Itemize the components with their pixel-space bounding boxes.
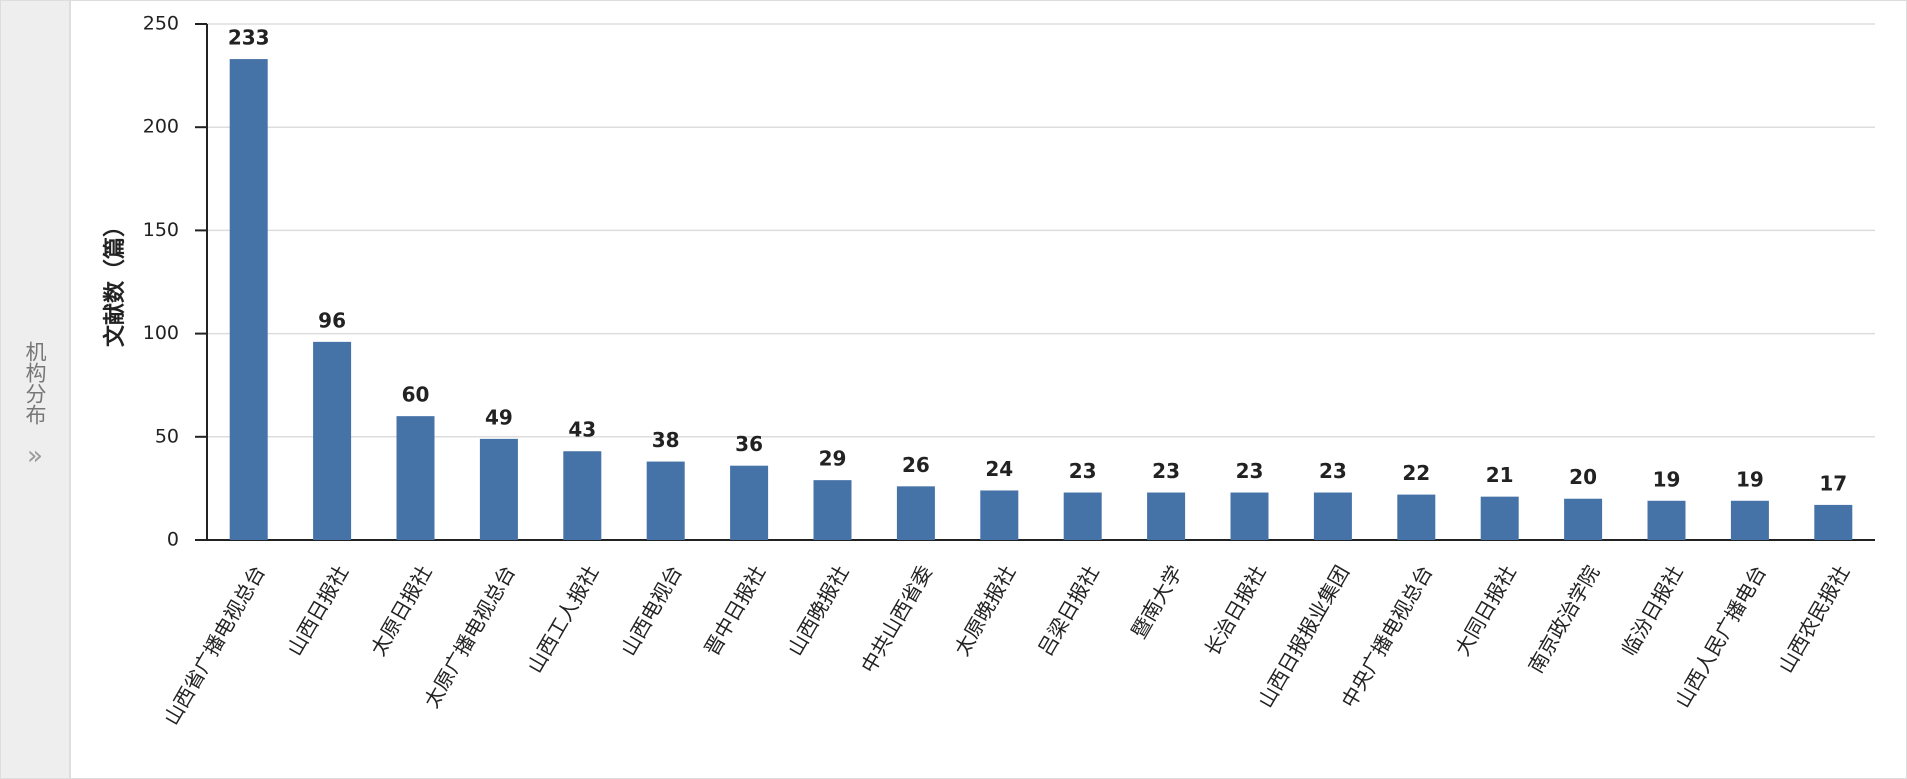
x-tick-label: 中央广播电视总台 (1337, 561, 1438, 712)
data-label: 233 (228, 26, 270, 50)
data-label: 19 (1736, 467, 1764, 491)
x-tick-label: 山西日报社 (282, 561, 353, 660)
y-tick-label: 250 (143, 13, 179, 35)
data-label: 38 (652, 428, 680, 452)
bar (1397, 494, 1436, 540)
bar (980, 490, 1019, 540)
x-tick-label: 大同日报社 (1450, 561, 1521, 660)
sidebar[interactable]: 机构分布 » (1, 1, 71, 778)
data-label: 43 (568, 418, 596, 442)
x-tick-label: 山西电视台 (616, 561, 687, 660)
y-tick-label: 100 (143, 322, 179, 344)
y-tick-label: 50 (155, 425, 179, 447)
x-tick-label: 晋中日报社 (699, 561, 770, 660)
x-tick-label: 山西晚报社 (783, 561, 854, 660)
bar (563, 451, 602, 540)
data-label: 21 (1486, 463, 1514, 487)
bar (1063, 492, 1102, 540)
bar (1313, 492, 1352, 540)
data-label: 23 (1069, 459, 1097, 483)
x-tick-label: 太原广播电视总台 (419, 561, 520, 712)
data-label: 96 (318, 308, 346, 332)
bar (1480, 496, 1519, 540)
bar (1230, 492, 1269, 540)
bar (813, 480, 852, 540)
y-axis-title: 文献数（篇） (102, 215, 128, 347)
x-tick-label: 山西人民广播电台 (1670, 561, 1771, 712)
x-tick-label: 山西农民报社 (1774, 561, 1855, 677)
bar (479, 438, 518, 540)
x-tick-label: 山西日报报业集团 (1253, 561, 1354, 712)
data-label: 22 (1402, 461, 1430, 485)
bar (1564, 498, 1603, 540)
data-label: 24 (985, 457, 1013, 481)
bar (313, 341, 352, 540)
x-tick-label: 中共山西省委 (856, 561, 937, 677)
bar (396, 416, 435, 540)
x-tick-label: 暨南大学 (1126, 561, 1187, 642)
x-tick-label: 山西省广播电视总台 (159, 561, 270, 729)
data-label: 26 (902, 453, 930, 477)
x-tick-label: 太原日报社 (366, 561, 437, 660)
data-label: 23 (1152, 459, 1180, 483)
data-label: 17 (1819, 471, 1847, 495)
y-tick-label: 200 (143, 116, 179, 138)
x-tick-label: 太原晚报社 (950, 561, 1021, 660)
x-tick-label: 山西工人报社 (523, 561, 604, 677)
y-tick-label: 150 (143, 219, 179, 241)
bar (896, 486, 935, 540)
x-tick-label: 南京政治学院 (1523, 561, 1604, 677)
bar (1147, 492, 1186, 540)
x-tick-label: 长治日报社 (1200, 561, 1271, 660)
x-tick-label: 吕梁日报社 (1033, 561, 1104, 660)
data-label: 19 (1653, 467, 1681, 491)
x-tick-label: 临汾日报社 (1617, 561, 1688, 660)
bar (1730, 500, 1769, 540)
data-label: 49 (485, 405, 513, 429)
bar (730, 465, 769, 540)
data-label: 23 (1236, 459, 1264, 483)
data-label: 29 (819, 447, 847, 471)
data-label: 23 (1319, 459, 1347, 483)
bar (229, 59, 268, 540)
bar (646, 461, 685, 540)
sidebar-label[interactable]: 机构分布 (23, 341, 47, 425)
data-label: 36 (735, 432, 763, 456)
data-label: 60 (402, 383, 430, 407)
y-tick-label: 0 (167, 529, 179, 551)
bar (1647, 500, 1686, 540)
bar (1814, 504, 1853, 540)
data-label: 20 (1569, 465, 1597, 489)
sidebar-icon[interactable]: » (27, 441, 43, 471)
